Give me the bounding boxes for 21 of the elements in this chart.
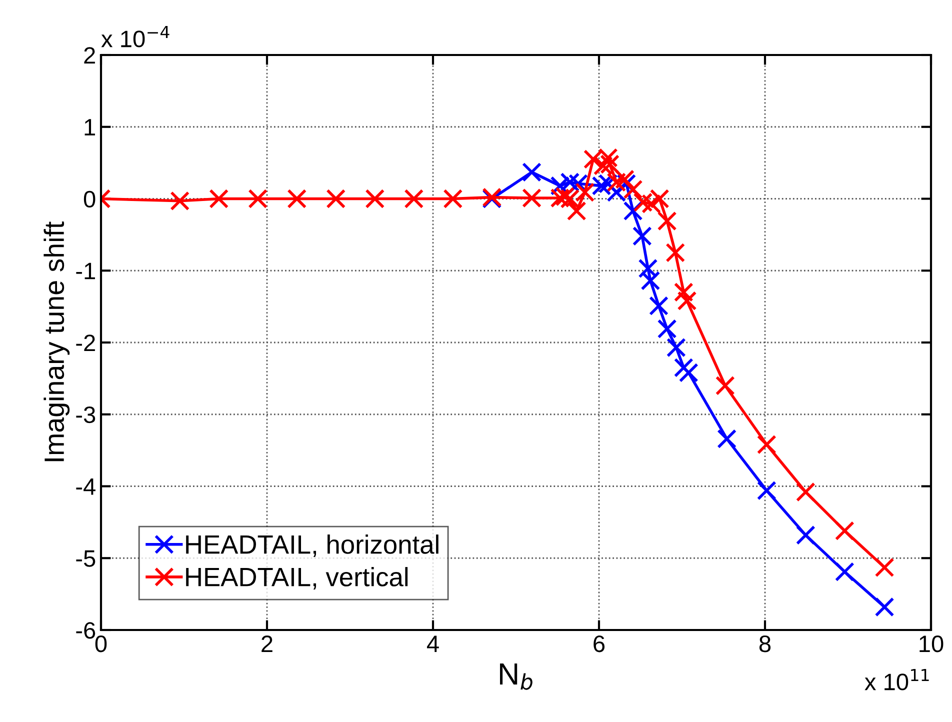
x-tick-label: 0 (95, 635, 107, 652)
y-tick-label: -4 (76, 478, 96, 495)
y-tick-label: -3 (76, 406, 96, 424)
x-tick-label: 10 (920, 635, 944, 652)
x-axis-title: N$_{b}$ (500, 663, 532, 690)
y-tick-label: -5 (76, 550, 96, 567)
y-tick-label: 1 (84, 119, 95, 136)
x-tick-label: 6 (594, 635, 605, 652)
text: x 10$^{−4}$ (101, 26, 170, 48)
y-tick-label: 2 (84, 47, 95, 64)
y-tick-label: -2 (76, 334, 95, 352)
x-tick-label: 2 (262, 635, 272, 652)
y-tick-label: -1 (76, 262, 95, 280)
legend-label: HEADTAIL, horizontal (186, 534, 438, 558)
legend-label: HEADTAIL, vertical (186, 567, 408, 590)
y-tick-label: -6 (76, 622, 96, 639)
y-axis-title: Imaginary tune shift (44, 221, 70, 462)
text: x 10$^{11}$ (864, 668, 929, 690)
y-tick-label: 0 (84, 190, 96, 208)
x-tick-label: 8 (759, 635, 771, 652)
x-tick-label: 4 (426, 636, 439, 652)
